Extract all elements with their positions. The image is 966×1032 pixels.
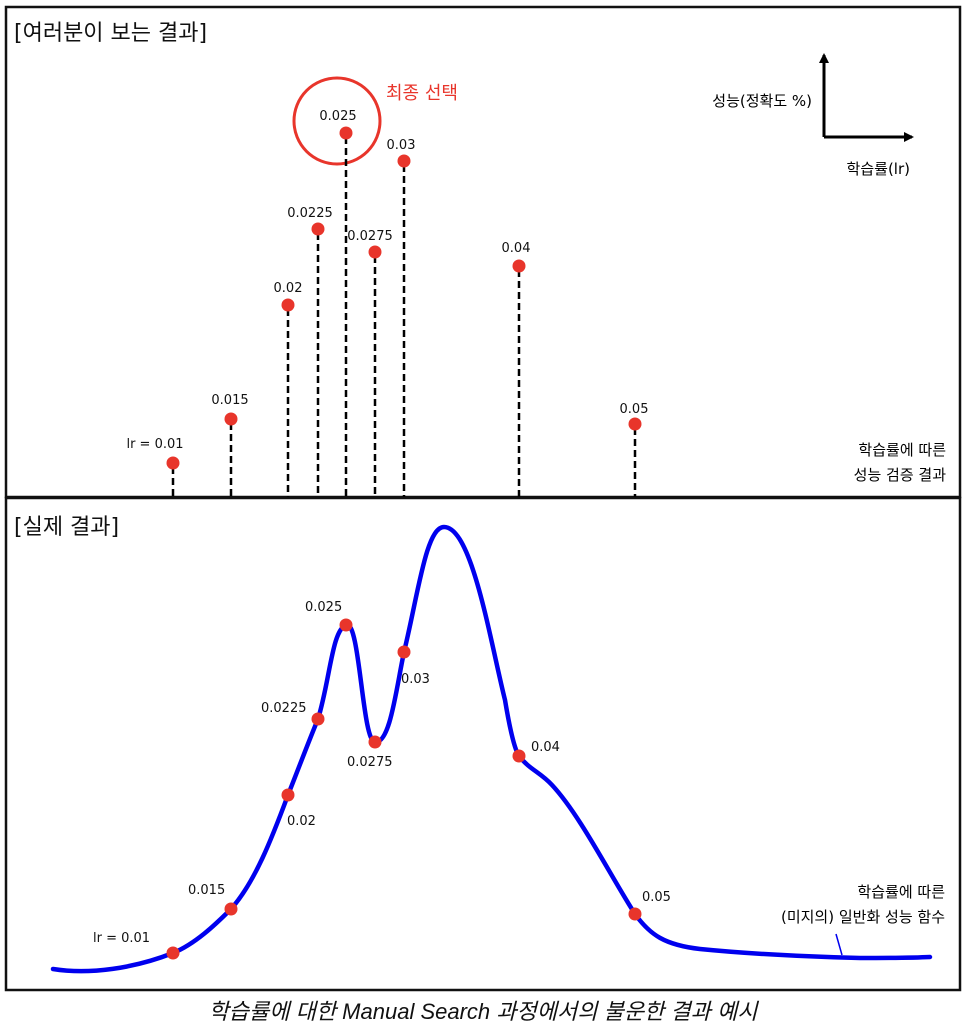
label-lr-0.01: lr = 0.01 — [126, 437, 183, 452]
curve-label-lr-0.02: 0.02 — [287, 814, 316, 829]
bottom-panel: [실제 결과] lr = 0.01 0.015 0.02 0.0225 0.02… — [4, 496, 962, 992]
curve-point-lr-0.025 — [339, 618, 353, 632]
curve-point-lr-0.01 — [166, 946, 180, 960]
top-panel: [여러분이 보는 결과] 성능(정확도 %) 학습률(lr) 최종 선택 — [4, 5, 962, 499]
label-lr-0.0275: 0.0275 — [347, 229, 393, 244]
bottom-panel-frame — [4, 496, 962, 992]
curve-label-lr-0.0275: 0.0275 — [347, 755, 393, 770]
point-lr-0.025 — [339, 126, 353, 140]
label-lr-0.05: 0.05 — [620, 402, 649, 417]
annotation-pointer — [835, 933, 843, 956]
top-note-line1: 학습률에 따른 — [858, 441, 946, 459]
point-lr-0.02 — [281, 298, 295, 312]
bottom-panel-title: [실제 결과] — [14, 515, 119, 540]
curve-point-labels: lr = 0.01 0.015 0.02 0.0225 0.025 0.0275… — [93, 600, 671, 946]
label-lr-0.025: 0.025 — [319, 109, 356, 124]
bottom-note-line1: 학습률에 따른 — [857, 883, 945, 901]
point-lr-0.0225 — [311, 222, 325, 236]
point-labels: lr = 0.01 0.015 0.02 0.0225 0.025 0.0275… — [126, 109, 648, 452]
axis-legend: 성능(정확도 %) 학습률(lr) — [712, 53, 914, 178]
curve-point-lr-0.05 — [628, 907, 642, 921]
label-lr-0.0225: 0.0225 — [287, 206, 333, 221]
label-lr-0.04: 0.04 — [502, 241, 531, 256]
curve-points — [166, 618, 642, 960]
point-lr-0.01 — [166, 456, 180, 470]
point-lr-0.03 — [397, 154, 411, 168]
curve-point-lr-0.03 — [397, 645, 411, 659]
curve-point-lr-0.04 — [512, 749, 526, 763]
curve-label-lr-0.05: 0.05 — [642, 890, 671, 905]
point-lr-0.015 — [224, 412, 238, 426]
curve-label-lr-0.025: 0.025 — [305, 600, 342, 615]
selection-highlight-circle — [292, 76, 382, 166]
top-panel-frame — [4, 5, 962, 499]
point-lr-0.05 — [628, 417, 642, 431]
top-note-line2: 성능 검증 결과 — [854, 466, 947, 484]
validation-points — [166, 126, 642, 470]
curve-point-lr-0.0275 — [368, 735, 382, 749]
label-lr-0.015: 0.015 — [211, 393, 248, 408]
selection-label: 최종 선택 — [386, 83, 458, 104]
curve-point-lr-0.0225 — [311, 712, 325, 726]
curve-label-lr-0.0225: 0.0225 — [261, 701, 307, 716]
top-panel-title: [여러분이 보는 결과] — [14, 21, 207, 46]
stem-lines — [171, 137, 637, 497]
point-lr-0.0275 — [368, 245, 382, 259]
curve-label-lr-0.03: 0.03 — [401, 672, 430, 687]
label-lr-0.03: 0.03 — [387, 138, 416, 153]
figure-caption: 학습률에 대한 Manual Search 과정에서의 불운한 결과 예시 — [208, 999, 758, 1024]
point-lr-0.04 — [512, 259, 526, 273]
curve-point-lr-0.015 — [224, 902, 238, 916]
curve-label-lr-0.01: lr = 0.01 — [93, 931, 150, 946]
label-lr-0.02: 0.02 — [274, 281, 303, 296]
bottom-note-line2: (미지의) 일반화 성능 함수 — [781, 908, 945, 926]
curve-point-lr-0.02 — [281, 788, 295, 802]
curve-label-lr-0.015: 0.015 — [188, 883, 225, 898]
generalization-curve — [50, 524, 933, 974]
y-axis-label: 성능(정확도 %) — [712, 92, 812, 110]
x-axis-label: 학습률(lr) — [847, 160, 910, 178]
curve-label-lr-0.04: 0.04 — [531, 740, 560, 755]
